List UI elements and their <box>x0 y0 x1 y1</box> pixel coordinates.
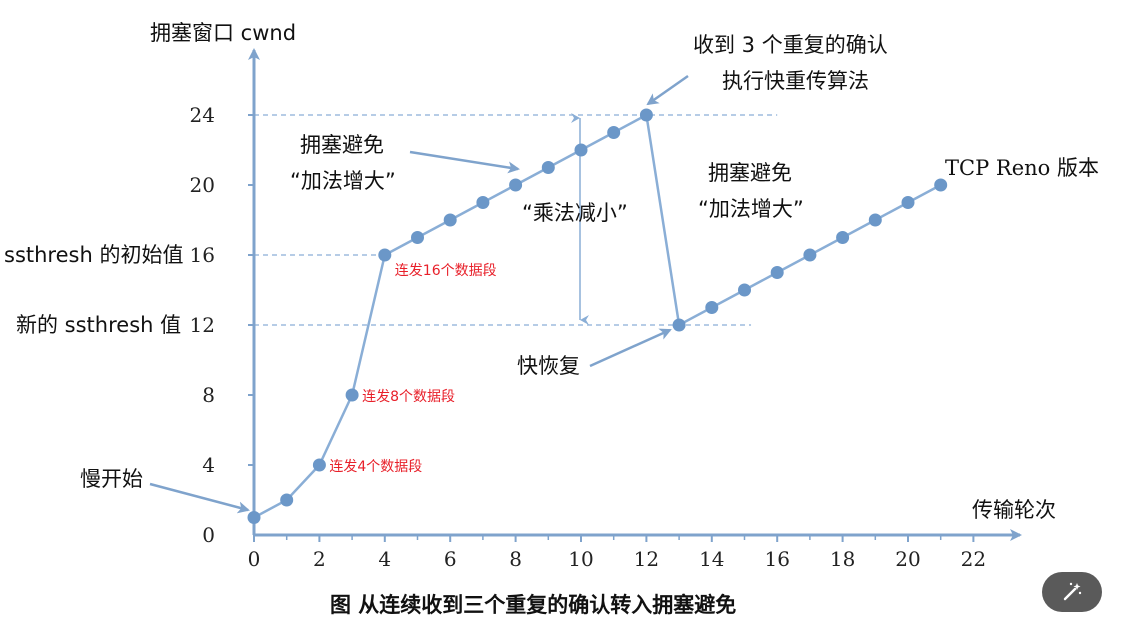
data-point <box>411 231 424 244</box>
x-tick-label: 10 <box>568 547 593 571</box>
data-point <box>934 178 948 192</box>
ssthresh-label: ssthresh 的初始值 <box>4 243 183 267</box>
figure-caption: 图 从连续收到三个重复的确认转入拥塞避免 <box>330 593 736 617</box>
burst-label: 连发8个数据段 <box>362 389 455 405</box>
y-ticks: 0 4 8 12 16 20 24 <box>190 103 254 547</box>
reno-label: TCP Reno 版本 <box>945 156 1099 180</box>
slow-start-label: 慢开始 <box>80 467 143 491</box>
y-tick-label: 0 <box>202 523 215 547</box>
data-point <box>247 511 261 524</box>
data-point <box>607 126 621 139</box>
x-tick-label: 2 <box>313 547 326 571</box>
data-point <box>901 196 915 209</box>
data-point <box>312 458 326 472</box>
x-tick-label: 8 <box>509 547 522 571</box>
ca1-arrow <box>409 150 520 174</box>
y-tick-label: 24 <box>190 103 215 127</box>
data-point <box>509 178 523 192</box>
data-point <box>541 161 555 174</box>
triple-ack-line2: 执行快重传算法 <box>722 69 869 93</box>
data-point <box>639 108 653 122</box>
ca1-label-line2: “加法增大” <box>290 169 396 193</box>
data-point <box>280 493 294 507</box>
x-tick-label: 20 <box>895 547 920 571</box>
magic-wand-icon <box>1063 582 1082 601</box>
fast-recovery-arrow <box>589 328 672 368</box>
y-tick-label: 16 <box>190 243 215 267</box>
ssthresh-label: 新的 ssthresh 值 <box>16 313 181 337</box>
slow-start-arrow <box>149 482 250 514</box>
x-tick-label: 6 <box>444 547 457 571</box>
cwnd-points <box>247 108 948 524</box>
data-point <box>378 248 392 262</box>
x-tick-label: 12 <box>634 547 659 571</box>
fast-recovery-label: 快恢复 <box>517 354 580 378</box>
x-tick-label: 0 <box>248 547 261 571</box>
triple-ack-arrow <box>646 74 689 106</box>
data-point <box>770 266 784 279</box>
y-tick-label: 20 <box>190 173 215 197</box>
reference-lines <box>254 114 778 326</box>
x-tick-label: 18 <box>830 547 855 571</box>
data-point <box>738 283 751 297</box>
y-axis-label: 拥塞窗口 cwnd <box>150 21 296 45</box>
y-tick-label: 4 <box>202 453 215 477</box>
data-point <box>672 318 686 332</box>
ca1-label-line1: 拥塞避免 <box>300 133 384 157</box>
data-point <box>345 388 359 402</box>
magic-wand-button[interactable] <box>1042 572 1102 612</box>
data-point <box>574 143 588 157</box>
data-point <box>803 248 817 262</box>
ca2-label-line1: 拥塞避免 <box>708 161 792 185</box>
data-point <box>476 196 490 209</box>
x-tick-label: 16 <box>764 547 789 571</box>
x-tick-label: 4 <box>378 547 391 571</box>
y-tick-label: 12 <box>190 313 215 337</box>
cwnd-series-line <box>253 113 942 519</box>
x-axis-label: 传输轮次 <box>972 498 1056 522</box>
point-labels: 连发4个数据段 连发8个数据段 连发16个数据段 <box>329 263 496 475</box>
ca2-label-line2: “加法增大” <box>698 197 804 221</box>
burst-label: 连发4个数据段 <box>329 459 422 475</box>
burst-label: 连发16个数据段 <box>395 263 497 279</box>
triple-ack-line1: 收到 3 个重复的确认 <box>693 33 888 57</box>
data-point <box>836 231 850 244</box>
y-tick-label: 8 <box>202 383 215 407</box>
data-point <box>868 213 882 227</box>
md-label: “乘法减小” <box>522 201 628 225</box>
x-tick-label: 22 <box>961 547 986 571</box>
x-ticks: 0 2 4 6 8 10 12 14 16 18 20 22 <box>248 535 986 571</box>
data-point <box>443 213 457 227</box>
data-point <box>705 301 719 314</box>
x-tick-label: 14 <box>699 547 724 571</box>
